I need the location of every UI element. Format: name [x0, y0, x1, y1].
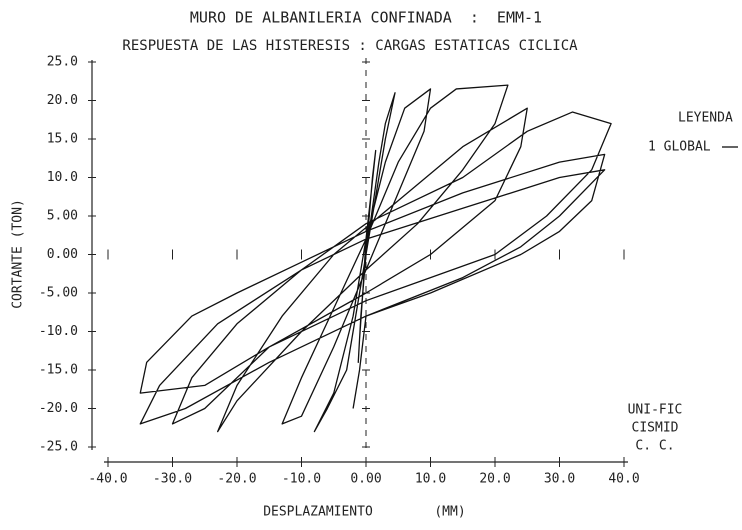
y-tick-label: -10.0 — [39, 324, 78, 339]
y-axis-label: CORTANTE (TON) — [11, 199, 26, 309]
annotation: CISMID — [632, 421, 679, 436]
annotation: UNI-FIC — [628, 403, 683, 418]
chart-title: MURO DE ALBANILERIA CONFINADA : EMM-1 — [190, 9, 542, 27]
y-tick-label: -25.0 — [39, 440, 78, 455]
chart-subtitle: RESPUESTA DE LAS HISTERESIS : CARGAS EST… — [122, 38, 578, 54]
legend-title: LEYENDA — [678, 111, 733, 126]
x-tick-label: 10.0 — [415, 472, 446, 487]
x-tick-label: 0.00 — [350, 472, 381, 487]
annotation: C. C. — [635, 439, 674, 454]
x-tick-label: 30.0 — [544, 472, 575, 487]
legend-label: 1 GLOBAL — [648, 140, 711, 155]
y-tick-label: 15.0 — [47, 132, 78, 147]
series-line — [139, 84, 612, 433]
y-tick-label: 5.00 — [47, 209, 78, 224]
y-tick-label: 20.0 — [47, 93, 78, 108]
x-axis-label: DESPLAZAMIENTO — [263, 505, 373, 520]
y-tick-label: -5.00 — [39, 286, 78, 301]
x-tick-label: 40.0 — [608, 472, 639, 487]
y-tick-label: -15.0 — [39, 363, 78, 378]
y-tick-label: 0.00 — [47, 247, 78, 262]
x-tick-label: -20.0 — [217, 472, 256, 487]
y-tick-label: 25.0 — [47, 55, 78, 70]
x-tick-label: -30.0 — [153, 472, 192, 487]
x-axis-unit: (MM) — [434, 505, 465, 520]
y-tick-label: 10.0 — [47, 170, 78, 185]
x-tick-label: 20.0 — [479, 472, 510, 487]
y-tick-label: -20.0 — [39, 401, 78, 416]
x-tick-label: -40.0 — [88, 472, 127, 487]
x-tick-label: -10.0 — [282, 472, 321, 487]
